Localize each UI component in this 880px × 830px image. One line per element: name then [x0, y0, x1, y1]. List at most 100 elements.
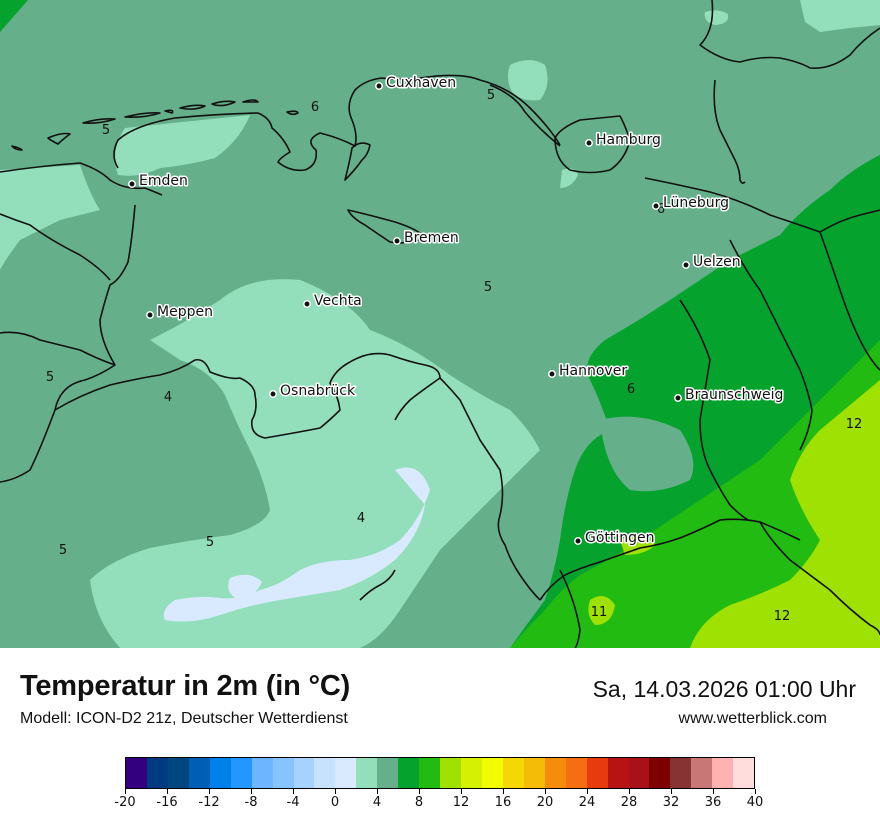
colorbar-tick-label: -16 [156, 795, 178, 810]
colorbar-tick [587, 789, 588, 794]
colorbar-segment [712, 758, 734, 788]
colorbar-segment [293, 758, 315, 788]
region-10-12 [690, 380, 880, 648]
colorbar-segment [733, 758, 755, 788]
colorbar-segment [314, 758, 336, 788]
isotherm-value-label: 4 [357, 511, 365, 526]
city-label: Osnabrück [280, 383, 356, 399]
region-2-4-west [0, 165, 100, 270]
colorbar-segment [398, 758, 420, 788]
city-marker-icon [585, 139, 593, 147]
colorbar-segment [523, 758, 545, 788]
region-4-6-pocket [98, 406, 256, 545]
colorbar-segment [188, 758, 210, 788]
colorbar-tick [167, 789, 168, 794]
region-2-4-hh [507, 60, 548, 101]
region-4-6-east-pocket [600, 416, 694, 492]
region-2-4-ne2 [704, 10, 729, 25]
isotherm-value-label: 4 [164, 390, 172, 405]
city-marker-icon [674, 394, 682, 402]
colorbar-tick-label: 8 [414, 795, 424, 810]
colorbar-tick [125, 789, 126, 794]
colorbar-tick-label: -20 [114, 795, 136, 810]
colorbar-tick [503, 789, 504, 794]
colorbar-tick [251, 789, 252, 794]
borders [0, 0, 880, 648]
colorbar-segment [586, 758, 608, 788]
region-2-4-hh2 [560, 168, 578, 188]
colorbar-segment [544, 758, 566, 788]
isotherm-value-label: 6 [657, 202, 665, 217]
colorbar-tick-label: 12 [452, 795, 470, 810]
isotherm-value-label: 5 [102, 123, 110, 138]
colorbar-tick-label: 0 [330, 795, 340, 810]
city-marker-icon [393, 237, 401, 245]
colorbar-tick-label: 16 [494, 795, 512, 810]
website-link[interactable]: www.wetterblick.com [678, 710, 827, 727]
colorbar-segment [419, 758, 441, 788]
colorbar-tick [629, 789, 630, 794]
colorbar-tick [377, 789, 378, 794]
colorbar-tick-label: -8 [244, 795, 258, 810]
temperature-map: 6 5 5 6 5 5 6 4 12 4 5 5 11 12 Cuxhaven Hamburg Emden Lü… [0, 0, 880, 648]
temperature-colorbar [125, 757, 755, 789]
colorbar-tick [671, 789, 672, 794]
city-label: Hamburg [596, 132, 661, 148]
colorbar-segment [607, 758, 629, 788]
city-label: Lüneburg [663, 195, 729, 211]
region-0-2-a [163, 467, 430, 622]
isotherm-value-label: 5 [46, 370, 54, 385]
colorbar-segment [461, 758, 482, 788]
city-marker-icon [548, 370, 556, 378]
region-2-4-emden [115, 115, 250, 176]
colorbar-tick [419, 789, 420, 794]
colorbar-tick [335, 789, 336, 794]
colorbar-tick [755, 789, 756, 794]
city-marker-icon [146, 311, 154, 319]
isotherm-value-label: 11 [591, 605, 608, 620]
colorbar-tick-label: -4 [286, 795, 300, 810]
colorbar-tick-label: 28 [620, 795, 638, 810]
city-label: Uelzen [693, 254, 741, 270]
colorbar-segment [377, 758, 399, 788]
value-labels: 6 5 5 6 5 5 6 4 12 4 5 5 11 12 [46, 88, 862, 624]
colorbar-segment [335, 758, 357, 788]
isotherm-value-label: 12 [774, 609, 791, 624]
chart-title: Temperatur in 2m (in °C) [20, 670, 351, 702]
colorbar-tick [461, 789, 462, 794]
colorbar-segment [565, 758, 587, 788]
isotherm-value-label: 6 [627, 382, 635, 397]
colorbar-segment [146, 758, 168, 788]
region-2-4-central [90, 279, 540, 648]
colorbar-tick [293, 789, 294, 794]
region-8-10 [510, 340, 880, 648]
city-marker-icon [269, 390, 277, 398]
isotherm-value-label: 5 [487, 88, 495, 103]
city-label: Göttingen [585, 530, 655, 546]
isotherm-value-label: 5 [59, 543, 67, 558]
colorbar-segment [209, 758, 231, 788]
city-label: Vechta [314, 293, 362, 309]
city-marker-icon [682, 261, 690, 269]
city-label: Hannover [559, 363, 627, 379]
colorbar-tick-label: -12 [198, 795, 220, 810]
colorbar-tick [209, 789, 210, 794]
region-2-4-ne [800, 0, 880, 32]
valid-datetime: Sa, 14.03.2026 01:00 Uhr [592, 676, 856, 702]
city-marker-icon [375, 82, 383, 90]
colorbar-segment [126, 758, 147, 788]
colorbar-tick-label: 4 [372, 795, 382, 810]
city-label: Bremen [404, 230, 459, 246]
region-10-12-c [620, 536, 655, 555]
isotherm-value-label: 6 [311, 100, 319, 115]
colorbar-segment [251, 758, 273, 788]
colorbar-segment [502, 758, 524, 788]
colorbar-segment [440, 758, 461, 788]
isotherm-value-label: 12 [846, 417, 863, 432]
colorbar-segment [691, 758, 713, 788]
city-label: Braunschweig [685, 387, 783, 403]
colorbar-tick-label: 36 [704, 795, 722, 810]
city-marker-icon [574, 537, 582, 545]
colorbar-segment [670, 758, 692, 788]
colorbar-segment [230, 758, 252, 788]
